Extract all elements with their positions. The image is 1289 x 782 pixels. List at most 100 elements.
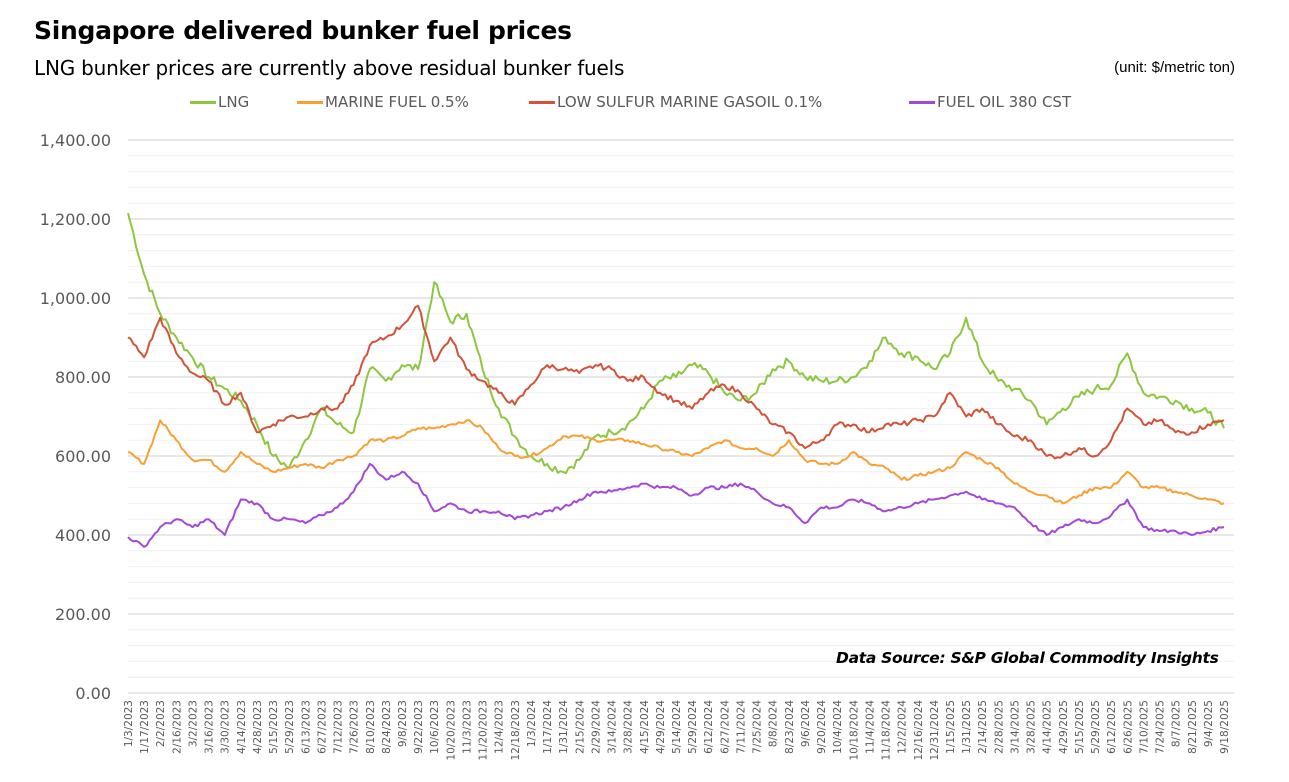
series-line-low-sulfur-marine-gasoil-0-1: [127, 304, 1225, 460]
series-line-fuel-oil-380-cst: [127, 462, 1225, 548]
legend-item-marine-fuel: MARINE FUEL 0.5%: [297, 93, 469, 111]
x-tick-label: 8/23/2024: [784, 700, 796, 754]
x-tick-label: 6/12/2024: [703, 700, 715, 754]
legend-swatch-fuel-oil: [909, 100, 935, 104]
x-tick-label: 12/2/2024: [897, 700, 909, 754]
x-tick-label: 10/6/2023: [429, 700, 441, 754]
x-tick-label: 7/10/2025: [1138, 700, 1150, 754]
x-tick-label: 3/28/2024: [623, 700, 635, 754]
x-tick-label: 5/15/2025: [1074, 700, 1086, 754]
x-tick-label: 11/3/2023: [461, 700, 473, 754]
x-tick-label: 8/8/2024: [768, 700, 780, 747]
x-tick-label: 12/16/2024: [913, 700, 925, 761]
x-tick-label: 12/31/2024: [929, 700, 941, 761]
y-tick-label: 1,400.00: [40, 131, 111, 150]
series-line-marine-fuel-0-5: [127, 419, 1225, 505]
x-tick-label: 1/17/2024: [542, 700, 554, 754]
x-tick-label: 7/26/2023: [349, 700, 361, 754]
x-tick-label: 9/6/2024: [800, 700, 812, 747]
y-tick-label: 800.00: [55, 368, 111, 387]
x-tick-label: 5/29/2024: [687, 700, 699, 754]
unit-label: (unit: $/metric ton): [1114, 59, 1235, 76]
x-tick-label: 10/18/2024: [848, 700, 860, 761]
x-tick-label: 4/29/2024: [655, 700, 667, 754]
x-axis-ticks: 1/3/2023 1/17/2023 2/2/2023 2/16/2023 3/2/20…: [123, 700, 1231, 761]
x-tick-label: 8/10/2023: [365, 700, 377, 754]
x-tick-label: 6/12/2025: [1106, 700, 1118, 754]
data-source-note: Data Source: S&P Global Commodity Insigh…: [836, 649, 1219, 667]
x-tick-label: 3/30/2023: [220, 700, 232, 754]
x-tick-label: 11/18/2024: [881, 700, 893, 761]
legend-item-lng: LNG: [190, 93, 249, 111]
series-lines: [127, 212, 1225, 548]
x-tick-label: 2/16/2023: [171, 700, 183, 754]
x-tick-label: 9/4/2025: [1203, 700, 1215, 747]
x-tick-label: 3/14/2025: [1009, 700, 1021, 754]
x-tick-label: 1/3/2023: [123, 700, 135, 747]
y-tick-label: 0.00: [75, 684, 111, 703]
legend-label-lsmgo: LOW SULFUR MARINE GASOIL 0.1%: [557, 93, 823, 111]
x-tick-label: 7/24/2025: [1155, 700, 1167, 754]
x-tick-label: 6/13/2023: [300, 700, 312, 754]
x-tick-label: 7/11/2024: [735, 700, 747, 754]
y-tick-label: 400.00: [55, 526, 111, 545]
x-tick-label: 2/29/2024: [590, 700, 602, 754]
x-tick-label: 4/28/2023: [252, 700, 264, 754]
legend-item-fuel-oil: FUEL OIL 380 CST: [909, 93, 1071, 111]
y-tick-label: 1,200.00: [40, 210, 111, 229]
legend-swatch-marine-fuel: [297, 100, 323, 104]
legend-item-lsmgo: LOW SULFUR MARINE GASOIL 0.1%: [529, 93, 822, 111]
x-tick-label: 7/25/2024: [752, 700, 764, 754]
x-tick-label: 3/2/2023: [187, 700, 199, 747]
legend-label-lng: LNG: [218, 93, 250, 111]
x-tick-label: 8/24/2023: [381, 700, 393, 754]
x-tick-label: 1/17/2023: [139, 700, 151, 754]
x-tick-label: 7/12/2023: [333, 700, 345, 754]
x-tick-label: 8/21/2025: [1187, 700, 1199, 754]
x-tick-label: 10/20/2023: [445, 700, 457, 761]
x-tick-label: 5/29/2025: [1090, 700, 1102, 754]
x-tick-label: 4/14/2025: [1042, 700, 1054, 754]
x-tick-label: 2/15/2024: [574, 700, 586, 754]
x-tick-label: 9/18/2025: [1219, 700, 1231, 754]
series-line-lng: [127, 212, 1225, 475]
x-tick-label: 9/22/2023: [413, 700, 425, 754]
x-tick-label: 12/4/2023: [494, 700, 506, 754]
x-tick-label: 8/7/2025: [1171, 700, 1183, 747]
chart-subtitle: LNG bunker prices are currently above re…: [34, 56, 625, 80]
legend-swatch-lng: [190, 100, 216, 104]
x-tick-label: 9/8/2023: [397, 700, 409, 747]
legend: LNG MARINE FUEL 0.5% LOW SULFUR MARINE G…: [0, 93, 1289, 117]
x-tick-label: 5/15/2023: [268, 700, 280, 754]
legend-label-fuel-oil: FUEL OIL 380 CST: [937, 93, 1072, 111]
chart-title: Singapore delivered bunker fuel prices: [34, 16, 572, 45]
x-tick-label: 6/26/2025: [1122, 700, 1134, 754]
x-tick-label: 3/14/2024: [607, 700, 619, 754]
x-tick-label: 12/18/2023: [510, 700, 522, 761]
x-tick-label: 2/28/2025: [993, 700, 1005, 754]
legend-label-marine-fuel: MARINE FUEL 0.5%: [325, 93, 469, 111]
x-tick-label: 1/31/2024: [558, 700, 570, 754]
x-tick-label: 1/31/2025: [961, 700, 973, 754]
x-tick-label: 9/20/2024: [816, 700, 828, 754]
x-tick-label: 3/28/2025: [1026, 700, 1038, 754]
x-tick-label: 11/20/2023: [478, 700, 490, 761]
x-tick-label: 2/2/2023: [155, 700, 167, 747]
x-tick-label: 11/4/2024: [864, 700, 876, 754]
x-tick-label: 3/16/2023: [204, 700, 216, 754]
y-tick-label: 200.00: [55, 605, 111, 624]
x-tick-label: 5/29/2023: [284, 700, 296, 754]
x-tick-label: 1/15/2025: [945, 700, 957, 754]
x-tick-label: 4/29/2025: [1058, 700, 1070, 754]
y-tick-label: 1,000.00: [40, 289, 111, 308]
x-tick-label: 4/14/2023: [236, 700, 248, 754]
y-tick-label: 600.00: [55, 447, 111, 466]
y-axis-ticks: 0.00 200.00 400.00 600.00 800.00 1,000.00 1,20…: [40, 131, 111, 703]
gridlines: [128, 139, 1234, 694]
x-tick-label: 4/15/2024: [639, 700, 651, 754]
x-tick-label: 2/14/2025: [977, 700, 989, 754]
x-tick-label: 1/3/2024: [526, 700, 538, 747]
x-tick-label: 6/27/2024: [719, 700, 731, 754]
x-tick-label: 6/27/2023: [316, 700, 328, 754]
